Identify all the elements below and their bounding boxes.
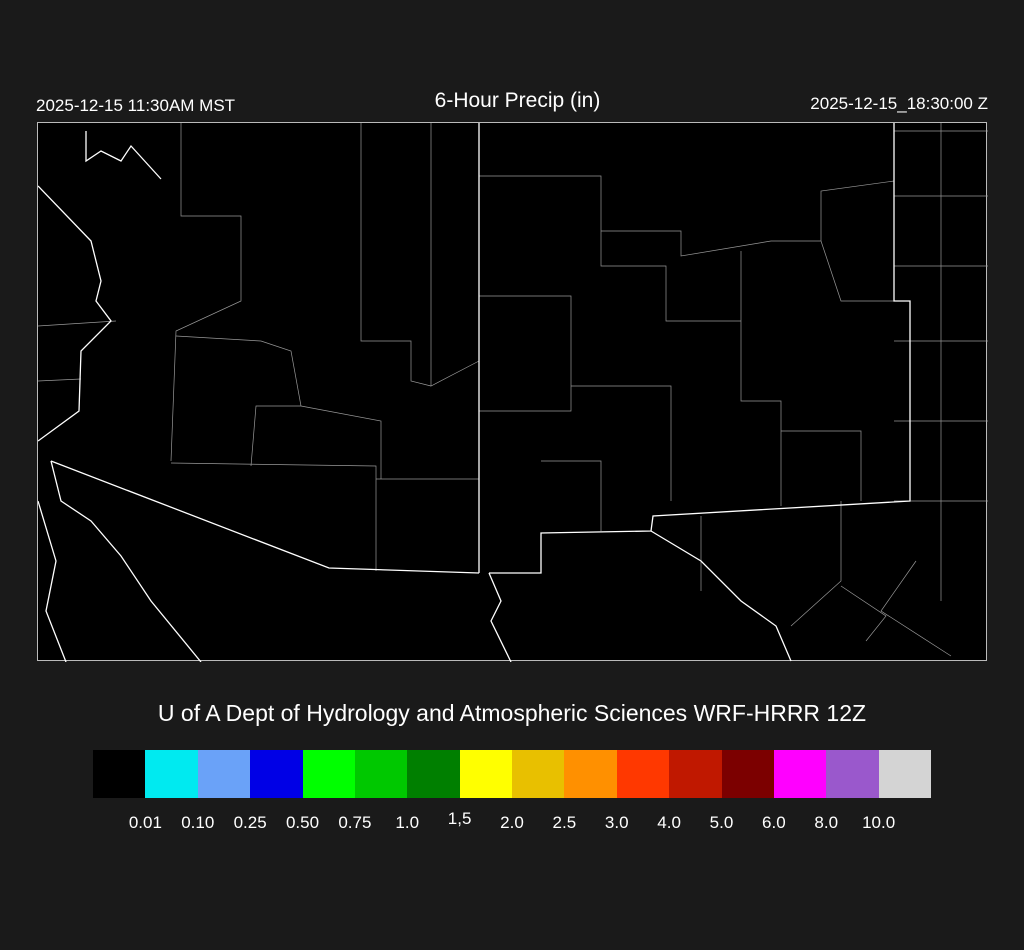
legend-swatch: [93, 750, 146, 798]
legend-label: 4.0: [657, 813, 681, 832]
valid-time-label: 2025-12-15_18:30:00 Z: [810, 94, 988, 113]
legend-swatch: [512, 750, 565, 798]
legend-label: 0.75: [338, 813, 372, 832]
color-legend: [93, 750, 931, 798]
legend-label: 10.0: [862, 813, 896, 832]
legend-swatch: [878, 750, 931, 798]
legend-label: 3.0: [604, 813, 629, 832]
legend-swatch: [773, 750, 827, 798]
legend-label: 1.0: [395, 813, 420, 832]
legend-label: 8.0: [814, 813, 839, 832]
legend-label: 6.0: [762, 813, 786, 832]
precip-map: [37, 122, 988, 663]
local-time-label: 2025-12-15 11:30AM MST: [36, 96, 236, 115]
legend-swatch: [669, 750, 722, 798]
legend-swatch: [564, 750, 617, 798]
legend-label: 2.0: [500, 813, 524, 832]
legend-swatch: [354, 750, 408, 798]
legend-swatch: [302, 750, 355, 798]
map-borders: [37, 123, 988, 663]
county-lines: [37, 123, 988, 657]
state-borders: [37, 123, 911, 663]
legend-label: 0.50: [285, 813, 320, 832]
legend-label: 1,5: [447, 809, 472, 828]
legend-swatch: [250, 750, 303, 798]
legend-swatch: [616, 750, 670, 798]
legend-swatch: [407, 750, 460, 798]
legend-swatch: [721, 750, 774, 798]
legend-swatch: [197, 750, 251, 798]
legend-labels: 0.01 0.10 0.25 0.50 0.75 1.0 1,5 2.0 2.5 3.0 4.0 5.…: [93, 809, 931, 837]
legend-label: 2.5: [552, 813, 577, 832]
legend-label: 0.25: [233, 813, 267, 832]
legend-swatch: [145, 750, 198, 798]
legend-label: 5.0: [709, 813, 734, 832]
map-title: 6-Hour Precip (in): [434, 89, 601, 112]
legend-swatch: [826, 750, 879, 798]
legend-swatch: [459, 750, 512, 798]
legend-label: 0.10: [181, 813, 215, 832]
legend-label: 0.01: [128, 813, 162, 832]
credit-text: U of A Dept of Hydrology and Atmospheric…: [157, 700, 867, 726]
